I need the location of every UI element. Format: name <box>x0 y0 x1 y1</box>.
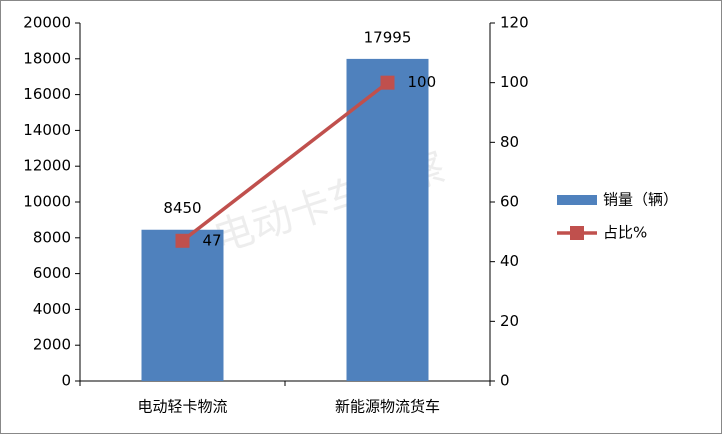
legend-label: 占比% <box>603 224 647 242</box>
y2-tick-label: 120 <box>500 14 529 32</box>
y2-tick-label: 20 <box>500 312 519 330</box>
y-tick-label: 6000 <box>33 264 71 282</box>
bar <box>141 229 224 381</box>
legend-label: 销量（辆） <box>603 191 678 209</box>
y-tick-label: 4000 <box>33 300 71 318</box>
line-value-label: 47 <box>203 231 222 249</box>
y2-tick-label: 100 <box>500 73 529 91</box>
y-tick-label: 18000 <box>23 49 71 67</box>
y-tick-label: 2000 <box>33 336 71 354</box>
y-tick-label: 0 <box>61 372 71 390</box>
y2-tick-label: 60 <box>500 193 519 211</box>
x-tick-label: 新能源物流货车 <box>335 398 440 416</box>
line <box>181 81 389 243</box>
line-value-label: 100 <box>408 73 437 91</box>
y-tick-label: 8000 <box>33 228 71 246</box>
line-marker <box>175 233 190 248</box>
line-marker <box>380 75 395 90</box>
y-tick-label: 14000 <box>23 121 71 139</box>
bar-value-label: 17995 <box>364 28 412 46</box>
bar-value-label: 8450 <box>163 199 201 217</box>
y-tick-label: 16000 <box>23 85 71 103</box>
y2-tick-label: 40 <box>500 252 519 270</box>
y2-tick-label: 0 <box>500 372 510 390</box>
y-tick-label: 12000 <box>23 157 71 175</box>
legend-marker <box>570 226 584 240</box>
y2-tick-label: 80 <box>500 133 519 151</box>
x-tick-label: 电动轻卡物流 <box>137 398 227 416</box>
legend-swatch <box>557 195 597 205</box>
y-tick-label: 20000 <box>23 14 71 32</box>
bar <box>346 58 429 382</box>
y-tick-label: 10000 <box>23 193 71 211</box>
